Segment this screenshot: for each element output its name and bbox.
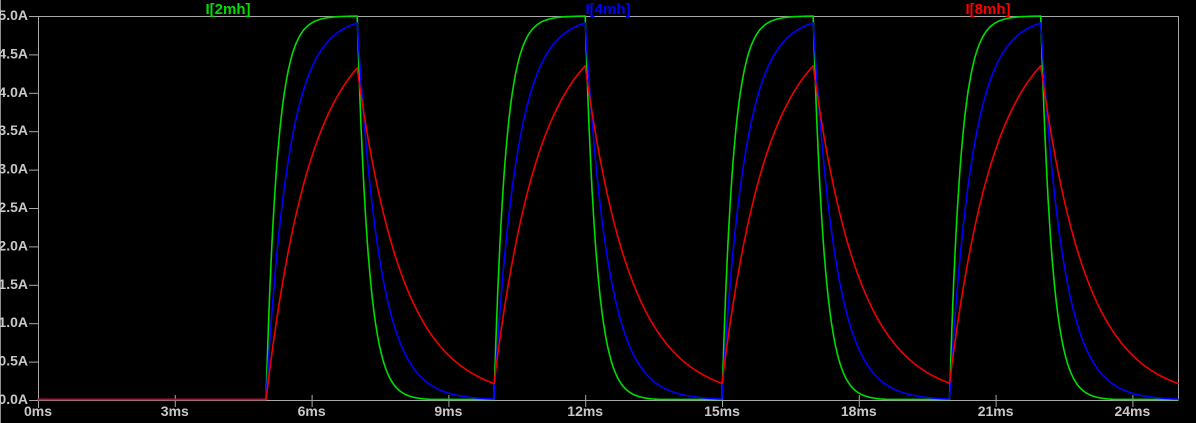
y-tick-label: 5.0A — [0, 7, 28, 23]
x-tick-label: 18ms — [841, 403, 877, 419]
y-tick-label: 4.5A — [0, 45, 28, 61]
y-tick-label: 4.0A — [0, 84, 28, 100]
x-axis: 0ms 3ms 6ms 9ms 12ms 15ms 18ms 21ms 24ms — [24, 395, 1151, 419]
y-tick-label: 0.0A — [0, 391, 28, 407]
trace-i8mh — [37, 64, 1179, 401]
y-axis: 0.0A 0.5A 1.0A 1.5A 2.0A 2.5A 3.0A 3.5A 4.0A 4.5A… — [0, 7, 38, 407]
plot-frame — [37, 16, 1179, 408]
y-tick-label: 3.5A — [0, 122, 28, 138]
x-tick-label: 21ms — [978, 403, 1014, 419]
y-tick-label: 1.5A — [0, 276, 28, 292]
trace-label-i4mh[interactable]: I[4mh] — [586, 1, 631, 18]
trace-label-i8mh[interactable]: I[8mh] — [966, 1, 1011, 18]
trace-i2mh — [37, 15, 1179, 401]
x-tick-label: 15ms — [704, 403, 740, 419]
x-tick-label: 0ms — [24, 403, 52, 419]
traces — [37, 15, 1179, 401]
y-tick-label: 0.5A — [0, 353, 28, 369]
x-tick-label: 3ms — [161, 403, 189, 419]
x-tick-label: 6ms — [298, 403, 326, 419]
trace-label-i2mh[interactable]: I[2mh] — [206, 1, 251, 18]
x-tick-label: 9ms — [434, 403, 462, 419]
y-tick-label: 2.5A — [0, 199, 28, 215]
y-tick-label: 1.0A — [0, 314, 28, 330]
trace-i4mh — [37, 22, 1179, 401]
y-tick-label: 2.0A — [0, 237, 28, 253]
x-tick-label: 24ms — [1114, 403, 1150, 419]
y-tick-label: 3.0A — [0, 161, 28, 177]
x-tick-label: 12ms — [567, 403, 603, 419]
